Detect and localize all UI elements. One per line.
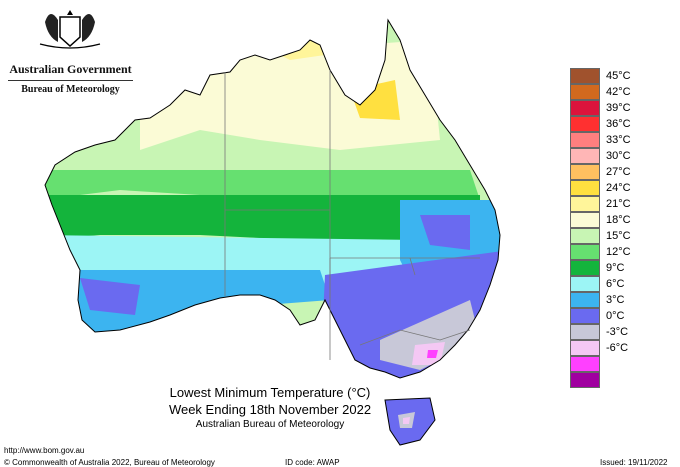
- legend-swatch: [570, 84, 600, 100]
- legend-swatch: [570, 324, 600, 340]
- legend-label: 45°C: [606, 70, 631, 82]
- legend-swatch: [570, 340, 600, 356]
- legend-label: -3°C: [606, 326, 629, 338]
- legend-swatch: [570, 308, 600, 324]
- legend-label: 0°C: [606, 310, 625, 322]
- legend-label: 42°C: [606, 86, 631, 98]
- legend-swatch: [570, 292, 600, 308]
- legend-label: 15°C: [606, 230, 631, 242]
- footer-id-code: ID code: AWAP: [285, 458, 340, 467]
- legend-label: 6°C: [606, 278, 625, 290]
- legend-colorbar: [570, 68, 600, 388]
- legend-label: 9°C: [606, 262, 625, 274]
- legend-label: 30°C: [606, 150, 631, 162]
- legend-swatch: [570, 148, 600, 164]
- legend-swatch: [570, 132, 600, 148]
- legend-swatch: [570, 356, 600, 372]
- legend-label: 12°C: [606, 246, 631, 258]
- legend-label: 24°C: [606, 182, 631, 194]
- legend-label: 39°C: [606, 102, 631, 114]
- legend-label: 33°C: [606, 134, 631, 146]
- legend-swatch: [570, 372, 600, 388]
- map-title-block: Lowest Minimum Temperature (°C) Week End…: [110, 385, 430, 430]
- legend-swatch: [570, 68, 600, 84]
- footer-url[interactable]: http://www.bom.gov.au: [4, 446, 85, 455]
- bureau-name: Bureau of Meteorology: [8, 80, 133, 95]
- legend-swatch: [570, 180, 600, 196]
- australia-coastline: [44, 18, 501, 379]
- legend-label: 21°C: [606, 198, 631, 210]
- org-name: Australian Government: [9, 62, 132, 76]
- map-source: Australian Bureau of Meteorology: [195, 419, 345, 430]
- legend-swatch: [570, 228, 600, 244]
- footer-issued: Issued: 19/11/2022: [600, 458, 668, 467]
- legend-label: 27°C: [606, 166, 631, 178]
- legend-swatch: [570, 196, 600, 212]
- map-title: Lowest Minimum Temperature (°C): [169, 385, 371, 400]
- legend-swatch: [570, 244, 600, 260]
- legend-swatch: [570, 260, 600, 276]
- legend-swatch: [570, 116, 600, 132]
- legend-label: -6°C: [606, 342, 629, 354]
- map-subtitle: Week Ending 18th November 2022: [168, 402, 372, 417]
- legend-label: 36°C: [606, 118, 631, 130]
- legend-label: 3°C: [606, 294, 625, 306]
- legend-swatch: [570, 276, 600, 292]
- tasmania-coldest-zone: [403, 417, 410, 424]
- footer-copyright: © Commonwealth of Australia 2022, Bureau…: [4, 458, 215, 467]
- state-borders: [224, 70, 480, 360]
- legend-label: 18°C: [606, 214, 631, 226]
- government-logo: Australian Government Bureau of Meteorol…: [8, 60, 133, 95]
- legend-swatch: [570, 164, 600, 180]
- legend-swatch: [570, 212, 600, 228]
- legend-swatch: [570, 100, 600, 116]
- coat-of-arms-icon: [39, 10, 101, 49]
